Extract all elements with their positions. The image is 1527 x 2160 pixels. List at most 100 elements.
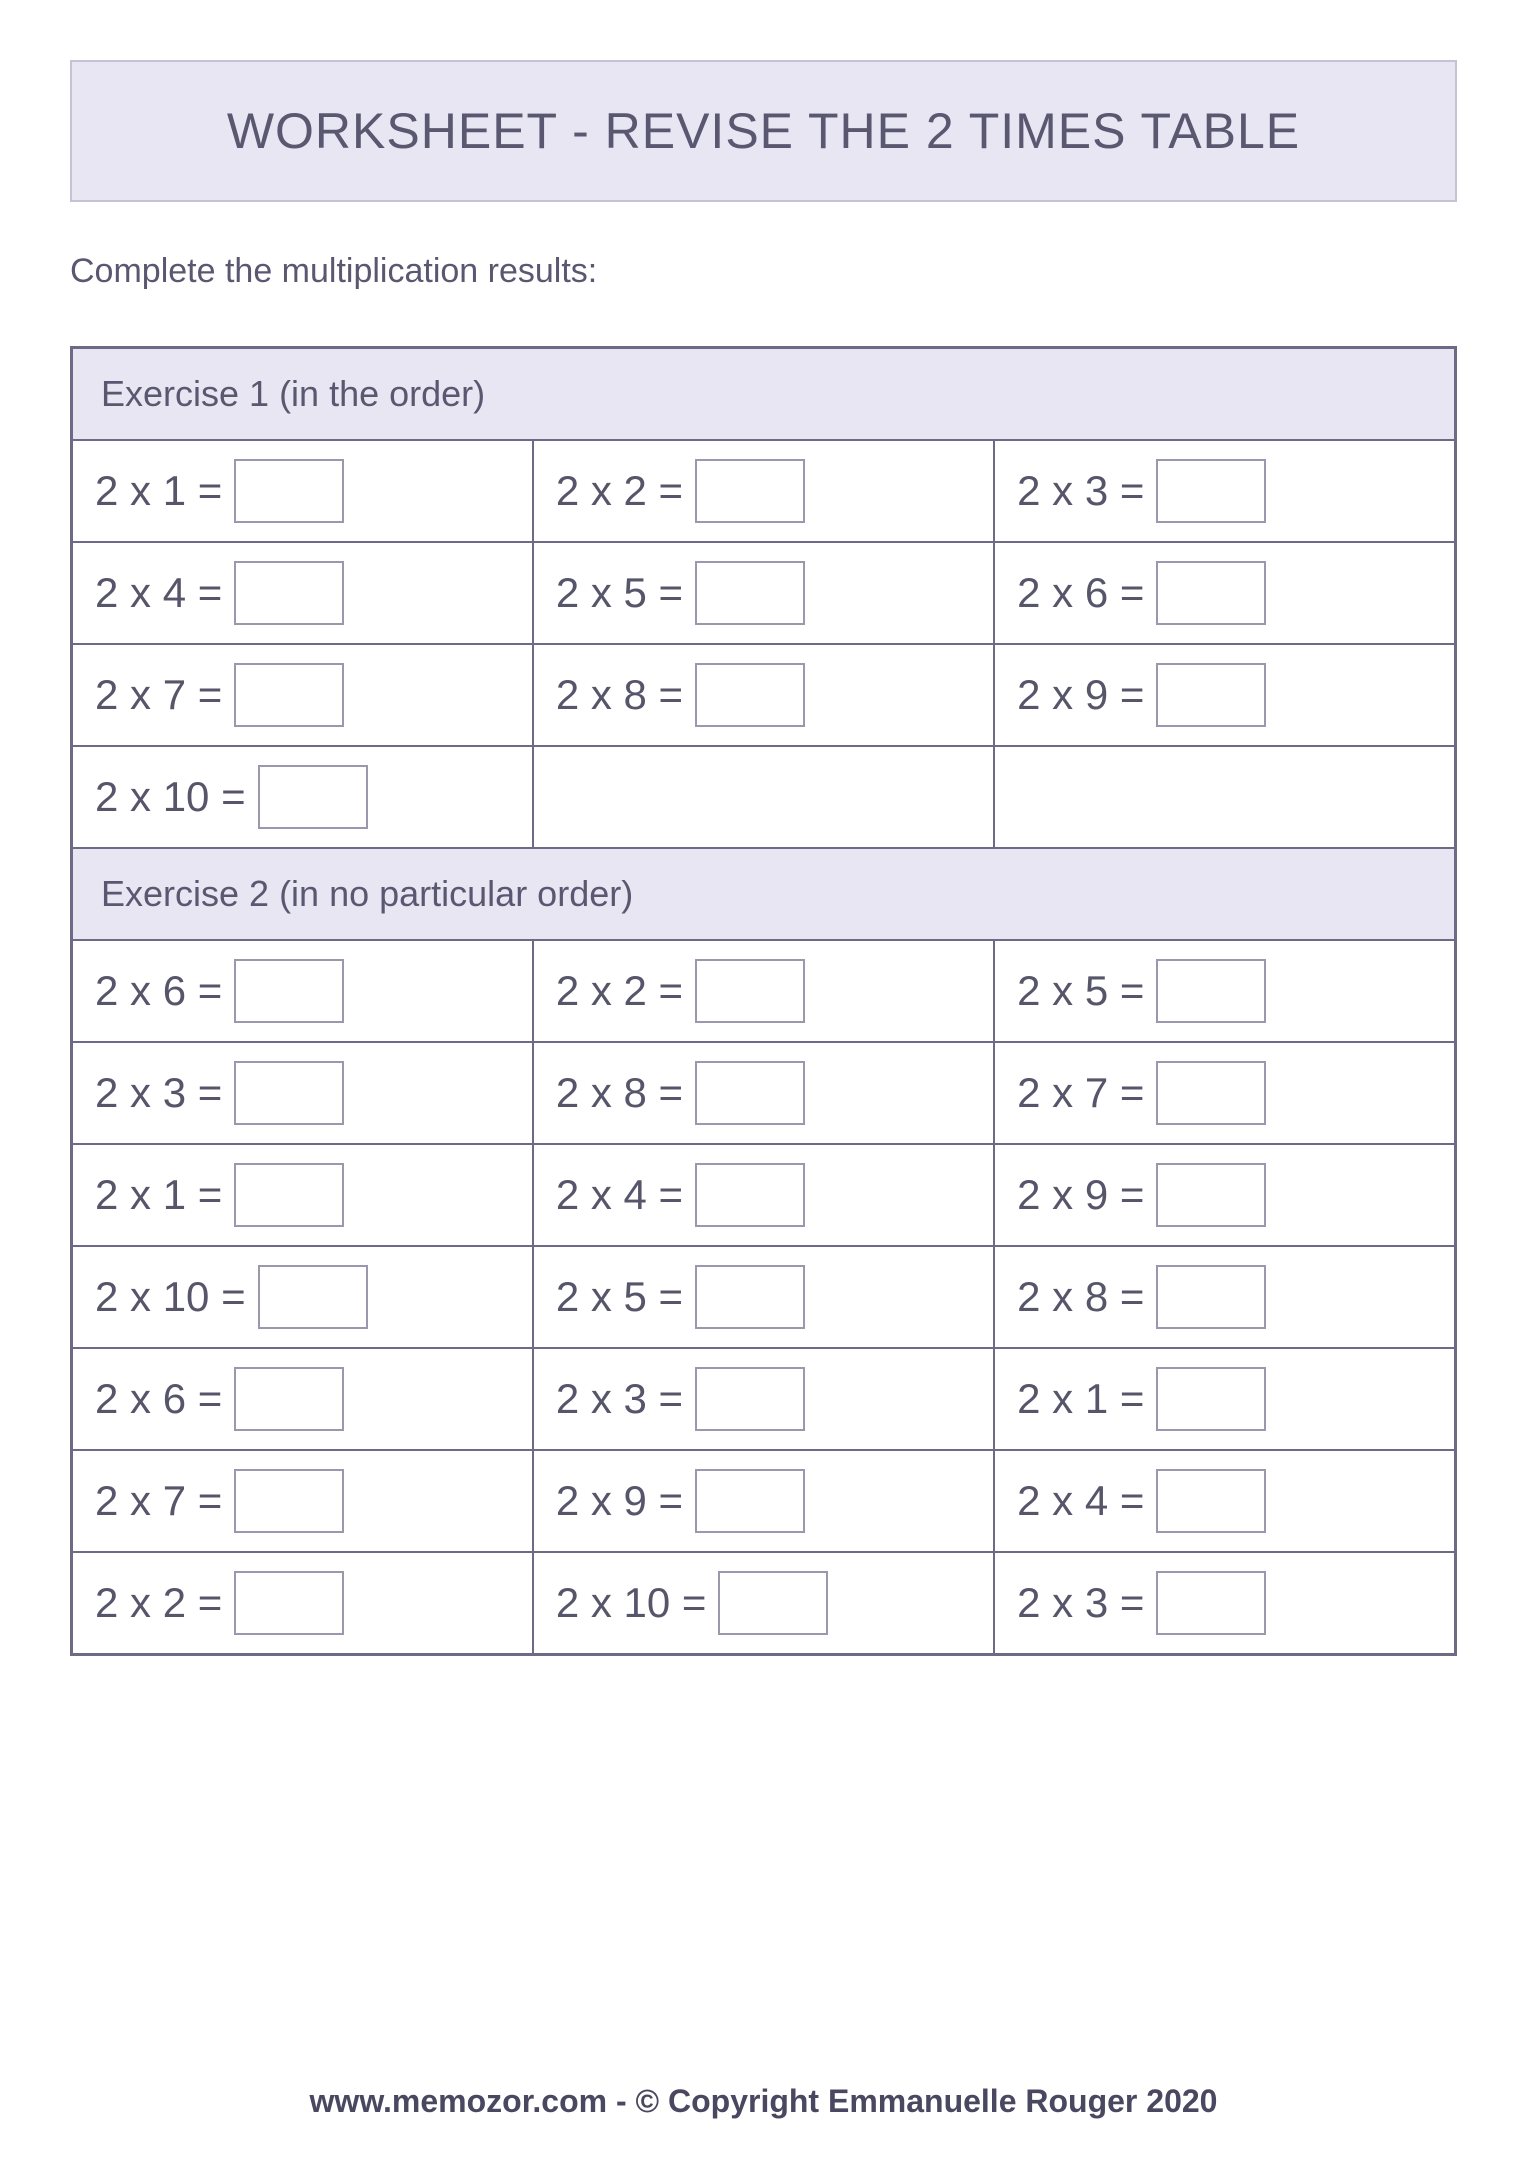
equation-cell: 2 x 5 =: [994, 940, 1455, 1042]
equation-text: 2 x 4 =: [556, 1171, 683, 1219]
equation-text: 2 x 9 =: [1017, 1171, 1144, 1219]
equation-cell: 2 x 2 =: [533, 940, 994, 1042]
equation-text: 2 x 3 =: [95, 1069, 222, 1117]
equation-cell: 2 x 1 =: [72, 440, 533, 542]
answer-input[interactable]: [1156, 959, 1266, 1023]
equation-cell: 2 x 4 =: [72, 542, 533, 644]
answer-input[interactable]: [234, 459, 344, 523]
equation-cell: 2 x 9 =: [994, 644, 1455, 746]
equation-text: 2 x 1 =: [1017, 1375, 1144, 1423]
answer-input[interactable]: [234, 663, 344, 727]
equation-text: 2 x 4 =: [1017, 1477, 1144, 1525]
equation-cell: 2 x 3 =: [994, 1552, 1455, 1655]
equation-cell: 2 x 6 =: [72, 1348, 533, 1450]
equation-cell: 2 x 5 =: [533, 1246, 994, 1348]
answer-input[interactable]: [695, 1061, 805, 1125]
equation-cell: 2 x 2 =: [72, 1552, 533, 1655]
equation-cell: 2 x 8 =: [994, 1246, 1455, 1348]
equation-text: 2 x 7 =: [1017, 1069, 1144, 1117]
answer-input[interactable]: [258, 765, 368, 829]
answer-input[interactable]: [695, 1367, 805, 1431]
answer-input[interactable]: [695, 1469, 805, 1533]
exercise-header: Exercise 1 (in the order): [72, 348, 1456, 441]
answer-input[interactable]: [1156, 1163, 1266, 1227]
equation-cell: 2 x 2 =: [533, 440, 994, 542]
equation-text: 2 x 3 =: [1017, 467, 1144, 515]
equation-text: 2 x 7 =: [95, 1477, 222, 1525]
equation-text: 2 x 4 =: [95, 569, 222, 617]
equation-text: 2 x 5 =: [556, 1273, 683, 1321]
equation-text: 2 x 9 =: [1017, 671, 1144, 719]
equation-cell: 2 x 3 =: [533, 1348, 994, 1450]
answer-input[interactable]: [258, 1265, 368, 1329]
equation-cell: 2 x 4 =: [533, 1144, 994, 1246]
equation-text: 2 x 5 =: [1017, 967, 1144, 1015]
equation-text: 2 x 2 =: [95, 1579, 222, 1627]
answer-input[interactable]: [1156, 1469, 1266, 1533]
worksheet-table: Exercise 1 (in the order) 2 x 1 = 2 x 2 = 2…: [70, 346, 1457, 1656]
answer-input[interactable]: [718, 1571, 828, 1635]
answer-input[interactable]: [234, 959, 344, 1023]
answer-input[interactable]: [695, 1163, 805, 1227]
equation-text: 2 x 6 =: [95, 1375, 222, 1423]
answer-input[interactable]: [695, 459, 805, 523]
answer-input[interactable]: [1156, 1367, 1266, 1431]
answer-input[interactable]: [234, 561, 344, 625]
equation-text: 2 x 8 =: [556, 671, 683, 719]
equation-cell: 2 x 1 =: [994, 1348, 1455, 1450]
answer-input[interactable]: [695, 561, 805, 625]
equation-text: 2 x 7 =: [95, 671, 222, 719]
equation-cell: 2 x 10 =: [533, 1552, 994, 1655]
equation-text: 2 x 10 =: [556, 1579, 707, 1627]
answer-input[interactable]: [1156, 561, 1266, 625]
equation-cell: 2 x 1 =: [72, 1144, 533, 1246]
answer-input[interactable]: [1156, 1265, 1266, 1329]
equation-cell: 2 x 6 =: [72, 940, 533, 1042]
equation-text: 2 x 3 =: [556, 1375, 683, 1423]
equation-text: 2 x 1 =: [95, 467, 222, 515]
equation-cell: 2 x 6 =: [994, 542, 1455, 644]
answer-input[interactable]: [234, 1571, 344, 1635]
answer-input[interactable]: [1156, 1061, 1266, 1125]
equation-cell: [994, 746, 1455, 848]
equation-text: 2 x 8 =: [1017, 1273, 1144, 1321]
answer-input[interactable]: [695, 663, 805, 727]
equation-cell: 2 x 4 =: [994, 1450, 1455, 1552]
answer-input[interactable]: [234, 1469, 344, 1533]
equation-cell: 2 x 9 =: [994, 1144, 1455, 1246]
equation-cell: 2 x 10 =: [72, 746, 533, 848]
equation-cell: 2 x 8 =: [533, 1042, 994, 1144]
worksheet-title-box: WORKSHEET - REVISE THE 2 TIMES TABLE: [70, 60, 1457, 202]
equation-text: 2 x 2 =: [556, 467, 683, 515]
answer-input[interactable]: [1156, 1571, 1266, 1635]
equation-cell: 2 x 7 =: [994, 1042, 1455, 1144]
equation-cell: 2 x 7 =: [72, 644, 533, 746]
equation-text: 2 x 9 =: [556, 1477, 683, 1525]
exercise-header: Exercise 2 (in no particular order): [72, 848, 1456, 940]
equation-text: 2 x 1 =: [95, 1171, 222, 1219]
equation-text: 2 x 2 =: [556, 967, 683, 1015]
equation-text: 2 x 5 =: [556, 569, 683, 617]
equation-cell: 2 x 8 =: [533, 644, 994, 746]
equation-cell: 2 x 10 =: [72, 1246, 533, 1348]
answer-input[interactable]: [1156, 459, 1266, 523]
answer-input[interactable]: [695, 1265, 805, 1329]
answer-input[interactable]: [234, 1367, 344, 1431]
equation-cell: 2 x 7 =: [72, 1450, 533, 1552]
equation-text: 2 x 6 =: [1017, 569, 1144, 617]
answer-input[interactable]: [695, 959, 805, 1023]
equation-text: 2 x 6 =: [95, 967, 222, 1015]
answer-input[interactable]: [234, 1061, 344, 1125]
instruction-text: Complete the multiplication results:: [70, 252, 1457, 291]
worksheet-title: WORKSHEET - REVISE THE 2 TIMES TABLE: [92, 102, 1435, 160]
equation-text: 2 x 10 =: [95, 1273, 246, 1321]
equation-cell: 2 x 5 =: [533, 542, 994, 644]
equation-cell: [533, 746, 994, 848]
answer-input[interactable]: [1156, 663, 1266, 727]
answer-input[interactable]: [234, 1163, 344, 1227]
equation-cell: 2 x 3 =: [994, 440, 1455, 542]
footer-text: www.memozor.com - © Copyright Emmanuelle…: [70, 2023, 1457, 2120]
equation-text: 2 x 8 =: [556, 1069, 683, 1117]
equation-text: 2 x 10 =: [95, 773, 246, 821]
equation-cell: 2 x 3 =: [72, 1042, 533, 1144]
